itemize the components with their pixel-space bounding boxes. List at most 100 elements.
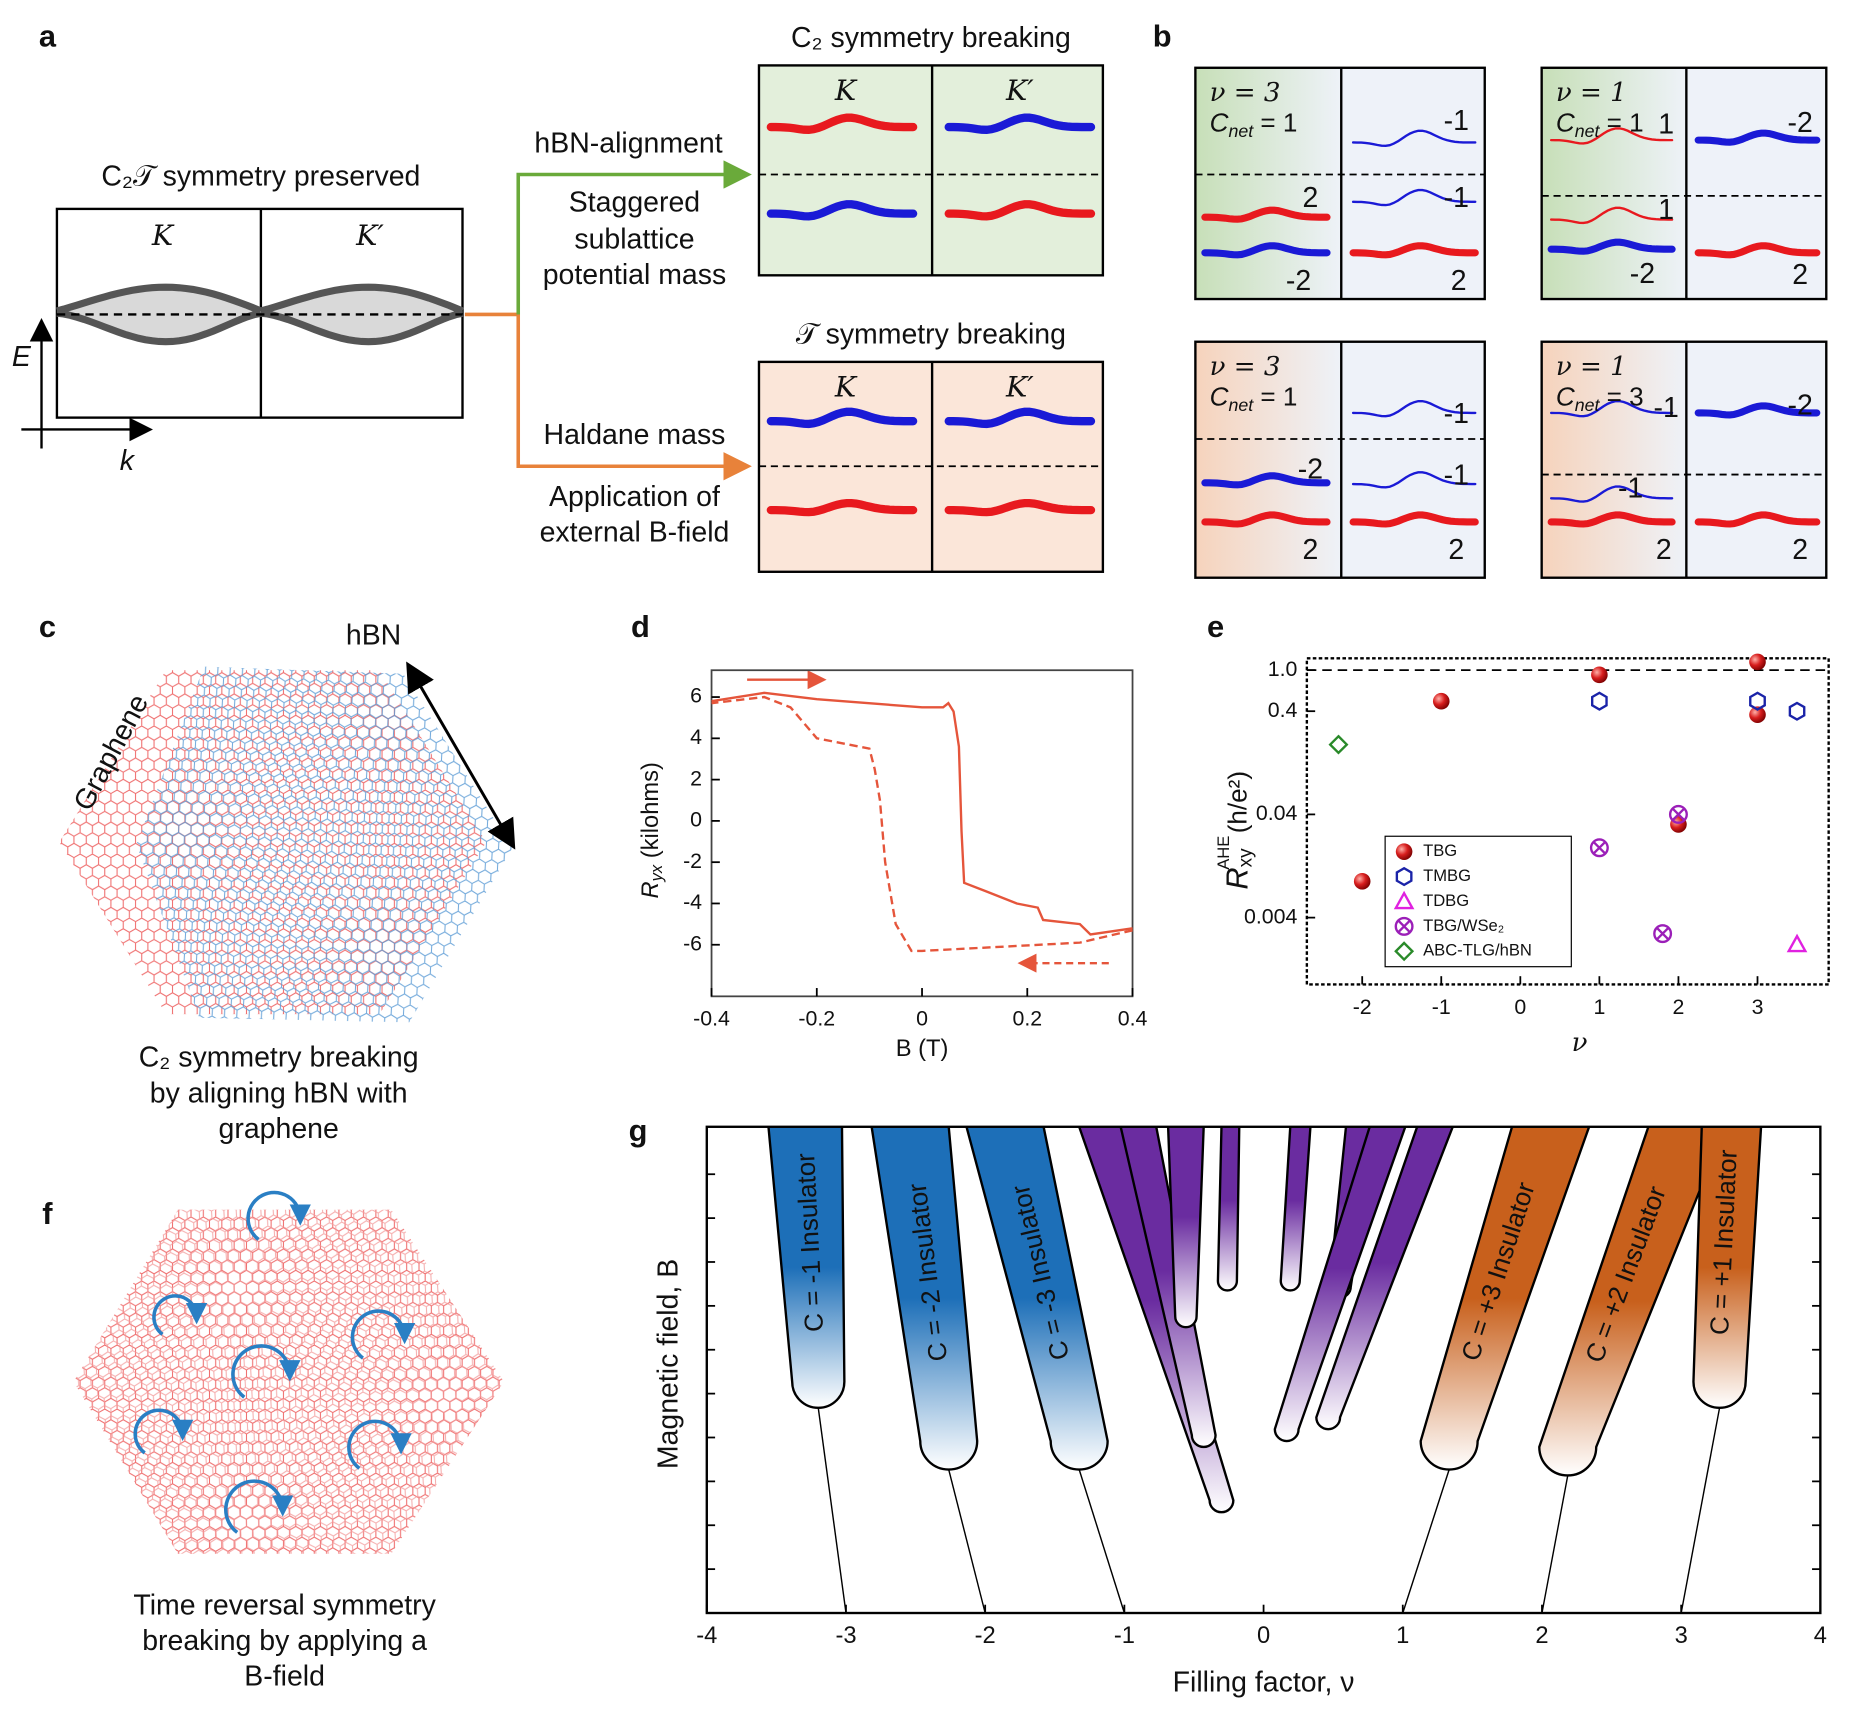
chern-box xyxy=(1540,66,1828,301)
x-tick-label: -2 xyxy=(975,1623,996,1649)
caption: C₂ symmetry breaking xyxy=(139,1042,419,1074)
path-label: potential mass xyxy=(543,259,726,291)
band xyxy=(1201,472,1331,489)
band xyxy=(944,407,1096,429)
plot-frame xyxy=(1305,657,1830,986)
chern-eq: = 3 xyxy=(1599,382,1643,412)
panel-label: e xyxy=(1207,609,1224,644)
x-tick-label: -0.2 xyxy=(798,1007,835,1031)
data-point xyxy=(1353,872,1371,890)
band xyxy=(1549,127,1674,145)
band xyxy=(766,498,918,517)
flat-band xyxy=(56,283,263,315)
chern-net: Cnet = 1 xyxy=(1210,382,1298,415)
band xyxy=(1351,471,1477,489)
band xyxy=(1547,238,1676,255)
current-loop xyxy=(224,1479,294,1534)
valley-label: K′ xyxy=(1005,74,1034,107)
correlated-state xyxy=(1166,1126,1205,1329)
sweep-arrows xyxy=(747,670,1109,973)
chern-box-left xyxy=(1195,341,1342,578)
current-loop xyxy=(350,1309,416,1360)
y-tick-label: 1.0 xyxy=(1268,657,1298,681)
y-sup: AHE xyxy=(1214,836,1233,870)
chern-number: 1 xyxy=(1658,108,1674,140)
band xyxy=(1351,188,1477,207)
chern-sub: net xyxy=(1228,121,1254,141)
x-tick-label: 0 xyxy=(1514,995,1526,1019)
legend-label: TBG/WSe₂ xyxy=(1423,916,1504,935)
chern-box-left xyxy=(1195,67,1342,300)
band xyxy=(1201,242,1331,259)
filling: ν = 1 xyxy=(1556,78,1627,108)
chern-sub: net xyxy=(1575,394,1601,414)
y-tick-label: 0.04 xyxy=(1256,801,1298,825)
chern-box-right xyxy=(1686,67,1827,300)
x-tick-label: 2 xyxy=(1673,995,1685,1019)
band xyxy=(1549,485,1674,503)
filling: ν = 1 xyxy=(1556,352,1627,382)
chern-box-left xyxy=(1541,67,1687,300)
x-tick-label: -0.4 xyxy=(693,1007,730,1031)
valley-label: K xyxy=(151,219,175,252)
y-tick-label: 2 xyxy=(690,766,702,790)
current-loop xyxy=(231,1344,301,1399)
axis-label: k xyxy=(120,445,136,477)
path-label: Staggered xyxy=(569,187,700,219)
band xyxy=(766,113,918,134)
panel-label: d xyxy=(631,609,650,644)
data-point xyxy=(1788,701,1806,721)
legend-label: TBG xyxy=(1423,841,1457,860)
data-point xyxy=(1749,653,1766,671)
x-tick-label: 1 xyxy=(1396,1623,1409,1649)
chern-number: 2 xyxy=(1792,534,1808,566)
valley-label: K xyxy=(834,74,858,107)
chern-symbol: C xyxy=(1556,108,1575,138)
data-point xyxy=(1591,666,1608,684)
panel-label: b xyxy=(1153,18,1172,53)
path-label: sublattice xyxy=(574,223,694,255)
valley-label: K′ xyxy=(1005,371,1034,404)
chern-net: Cnet = 1 xyxy=(1556,108,1644,141)
current-loop xyxy=(347,1419,412,1470)
band xyxy=(1201,206,1331,223)
filling: ν = 3 xyxy=(1210,78,1281,108)
x-tick-label: 2 xyxy=(1535,1623,1548,1649)
fan-line xyxy=(948,1469,986,1614)
correlated-state xyxy=(1279,1126,1312,1292)
chern-symbol: C xyxy=(1210,382,1229,412)
correlated-state xyxy=(1315,1126,1454,1431)
filling: ν = 3 xyxy=(1210,352,1281,382)
x-axis-label: ν xyxy=(1572,1028,1588,1058)
panel-label: f xyxy=(42,1196,53,1231)
lattice-f xyxy=(73,1209,505,1554)
chern-eq: = 1 xyxy=(1253,382,1297,412)
chern-sub: net xyxy=(1575,121,1601,141)
chern-net: Cnet = 3 xyxy=(1556,382,1644,415)
chern-number: -1 xyxy=(1444,182,1469,214)
caption: Time reversal symmetry xyxy=(133,1590,436,1622)
chern-number: -2 xyxy=(1286,265,1311,297)
chern-eq: = 1 xyxy=(1599,108,1643,138)
band xyxy=(1351,129,1477,148)
band xyxy=(944,113,1096,134)
band xyxy=(1351,399,1477,418)
x-tick-label: 3 xyxy=(1752,995,1764,1019)
band xyxy=(1549,399,1674,418)
fan-line xyxy=(1541,1475,1569,1614)
valley-label: K xyxy=(834,371,858,404)
band xyxy=(1547,511,1676,528)
band xyxy=(944,498,1096,517)
chern-number: 2 xyxy=(1448,534,1464,566)
band xyxy=(766,200,918,221)
legend-marker xyxy=(1395,866,1413,887)
chern-number: -1 xyxy=(1654,392,1679,424)
legend-marker xyxy=(1395,843,1413,860)
band xyxy=(1694,511,1821,528)
data-point xyxy=(1590,691,1608,711)
x-tick-label: 0 xyxy=(916,1007,928,1031)
x-axis-label: B (T) xyxy=(896,1036,949,1062)
caption: B-field xyxy=(244,1661,325,1693)
chern-box-right xyxy=(1686,341,1827,578)
correlated-state xyxy=(1216,1126,1241,1292)
